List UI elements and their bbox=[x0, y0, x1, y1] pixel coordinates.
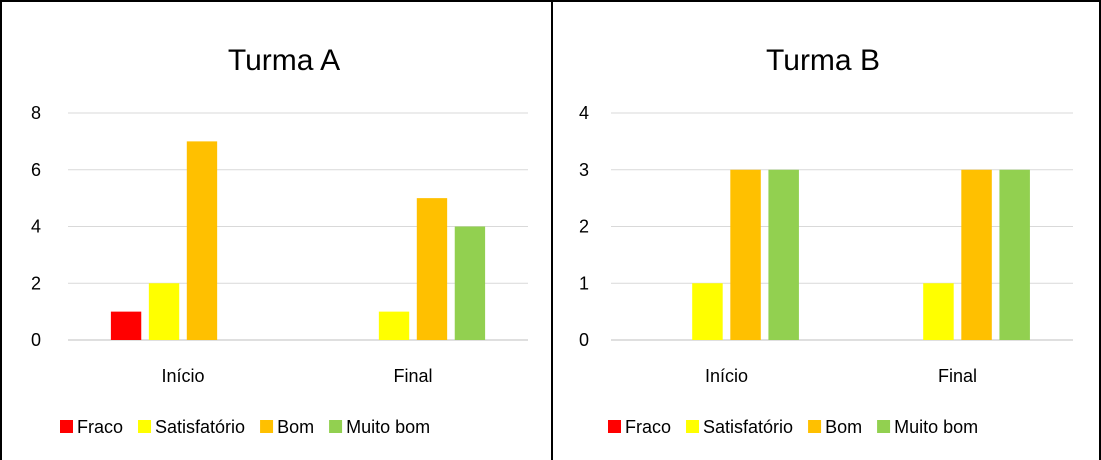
x-category-label: Final bbox=[938, 366, 977, 386]
bar-muito-bom-1 bbox=[999, 169, 1030, 340]
bar-bom-1 bbox=[416, 198, 448, 340]
legend-swatch bbox=[686, 420, 700, 433]
y-tick-label: 0 bbox=[31, 330, 41, 350]
legend-label: Bom bbox=[825, 417, 862, 437]
y-tick-label: 8 bbox=[31, 103, 41, 123]
y-tick-label: 3 bbox=[579, 160, 589, 180]
legend-label: Fraco bbox=[77, 417, 123, 437]
bar-satisfat-rio-0 bbox=[148, 283, 180, 340]
x-category-label: Início bbox=[161, 366, 204, 386]
chart-panel-turma-a: Turma A 0 2 4 6 8 Início Final Fraco Satisfatório… bbox=[0, 0, 553, 460]
bar-muito-bom-1 bbox=[454, 226, 486, 340]
legend-label: Satisfatório bbox=[703, 417, 793, 437]
legend-swatch bbox=[260, 420, 274, 433]
legend-label: Fraco bbox=[625, 417, 671, 437]
legend-label: Muito bom bbox=[346, 417, 430, 437]
bar-satisfat-rio-1 bbox=[378, 311, 410, 340]
x-category-label: Final bbox=[393, 366, 432, 386]
chart-turma-a: Turma A 0 2 4 6 8 Início Final Fraco Satisfatório… bbox=[31, 44, 528, 437]
chart-panel-turma-b: Turma B 0 1 2 3 4 Início Final Fraco Satisfatório… bbox=[553, 0, 1101, 460]
legend-swatch bbox=[138, 420, 152, 433]
legend-swatch bbox=[877, 420, 891, 433]
chart-turma-b: Turma B 0 1 2 3 4 Início Final Fraco Satisfatório… bbox=[579, 44, 1073, 437]
legend-swatch bbox=[608, 420, 621, 433]
bar-satisfat-rio-1 bbox=[923, 283, 954, 340]
legend-label: Bom bbox=[277, 417, 314, 437]
y-tick-label: 0 bbox=[579, 330, 589, 350]
y-tick-label: 4 bbox=[31, 217, 41, 237]
legend-label: Muito bom bbox=[894, 417, 978, 437]
bar-fraco-0 bbox=[110, 311, 142, 340]
y-tick-label: 2 bbox=[31, 273, 41, 293]
bar-bom-0 bbox=[730, 169, 761, 340]
y-tick-label: 2 bbox=[579, 217, 589, 237]
y-tick-label: 1 bbox=[579, 273, 589, 293]
chart-title: Turma B bbox=[766, 44, 880, 77]
legend-swatch bbox=[808, 420, 822, 433]
legend-swatch bbox=[60, 420, 73, 433]
chart-title: Turma A bbox=[228, 44, 340, 77]
bar-bom-0 bbox=[186, 141, 218, 340]
bar-muito-bom-0 bbox=[768, 169, 799, 340]
y-tick-label: 4 bbox=[579, 103, 589, 123]
y-tick-label: 6 bbox=[31, 160, 41, 180]
bar-bom-1 bbox=[961, 169, 992, 340]
legend-label: Satisfatório bbox=[155, 417, 245, 437]
bar-satisfat-rio-0 bbox=[692, 283, 723, 340]
x-category-label: Início bbox=[705, 366, 748, 386]
legend-swatch bbox=[329, 420, 343, 433]
